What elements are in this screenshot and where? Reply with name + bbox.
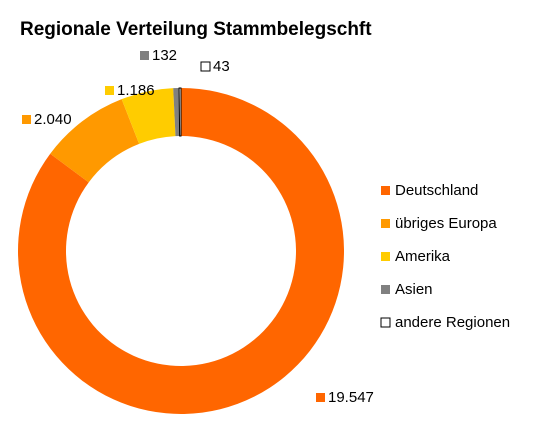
legend-marker <box>381 252 390 261</box>
data-label: 43 <box>213 58 230 75</box>
label-marker <box>316 393 325 402</box>
donut-segment <box>50 99 140 183</box>
label-marker <box>200 61 211 72</box>
data-label: 19.547 <box>328 389 374 406</box>
legend-marker <box>381 285 390 294</box>
chart-title: Regionale Verteilung Stammbelegschft <box>20 19 372 40</box>
legend-label: andere Regionen <box>395 314 510 331</box>
legend-marker <box>380 317 391 328</box>
legend-marker <box>381 219 390 228</box>
legend-label: Amerika <box>395 248 451 265</box>
data-label: 132 <box>152 47 177 64</box>
donut-segment <box>173 88 180 137</box>
legend-label: übriges Europa <box>395 215 497 232</box>
donut-segment <box>178 87 182 137</box>
label-marker <box>105 86 114 95</box>
label-marker <box>22 115 31 124</box>
donut-segment <box>17 88 344 414</box>
data-label: 2.040 <box>34 111 72 128</box>
data-label: 1.186 <box>117 82 155 99</box>
donut-segment <box>121 88 176 144</box>
legend-label: Deutschland <box>395 182 478 199</box>
legend-label: Asien <box>395 281 433 298</box>
label-marker <box>140 51 149 60</box>
legend-marker <box>381 186 390 195</box>
